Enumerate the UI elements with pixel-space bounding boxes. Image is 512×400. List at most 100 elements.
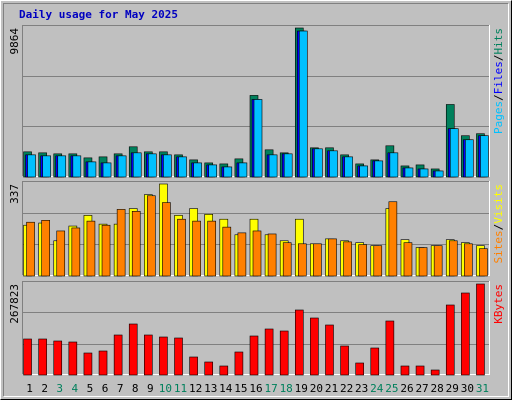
bar (189, 356, 198, 376)
x-tick-label: 7 (117, 382, 124, 395)
x-tick-label: 2 (41, 382, 48, 395)
bar (113, 334, 123, 376)
legend: Pages/Files/Hits (492, 28, 505, 134)
bar (328, 238, 337, 277)
legend-entry: Files (492, 61, 505, 94)
x-tick-label: 23 (355, 382, 368, 395)
x-tick-label: 10 (159, 382, 172, 395)
bar (174, 337, 183, 376)
bar (267, 233, 277, 277)
y-tick-label: 9864 (8, 28, 21, 55)
bar (53, 340, 63, 376)
x-tick-label: 16 (249, 382, 262, 395)
bar (71, 227, 81, 277)
x-tick-label: 6 (102, 382, 109, 395)
x-tick-label: 18 (280, 382, 293, 395)
x-tick-label: 24 (370, 382, 384, 395)
bar (479, 248, 488, 277)
bar (298, 30, 308, 178)
x-tick-label: 3 (56, 382, 63, 395)
bar (162, 202, 171, 277)
x-tick-label: 26 (400, 382, 413, 395)
frame-inner-dark (3, 3, 509, 397)
bar (41, 220, 50, 277)
bar (178, 156, 187, 178)
x-tick-label: 11 (174, 382, 187, 395)
bar (26, 221, 35, 277)
bar (222, 226, 232, 277)
bar (419, 168, 429, 178)
x-tick-label: 4 (72, 382, 79, 395)
bar (283, 153, 293, 178)
legend: Sites/Visits (492, 184, 505, 264)
bar (370, 347, 380, 376)
bar (207, 220, 217, 277)
bar (343, 241, 352, 277)
y-tick-label: 267823 (8, 284, 21, 324)
x-tick-label: 9 (147, 382, 154, 395)
bar (159, 336, 168, 376)
x-tick-label: 19 (295, 382, 308, 395)
bar (249, 335, 259, 376)
bar (294, 309, 304, 376)
panel-shadow (22, 181, 490, 276)
panel-shadow (22, 25, 490, 177)
x-tick-label: 21 (325, 382, 338, 395)
bar (415, 365, 425, 376)
x-tick-label: 15 (234, 382, 247, 395)
bar (388, 201, 398, 277)
bar (252, 230, 262, 277)
bar (344, 156, 353, 178)
bar (38, 338, 47, 376)
x-tick-label: 27 (415, 382, 428, 395)
legend-separator: / (492, 94, 505, 101)
bar (418, 247, 428, 277)
bar (359, 165, 368, 178)
legend-separator: / (492, 224, 505, 231)
bar (68, 341, 78, 376)
x-tick-label: 14 (219, 382, 233, 395)
bar (480, 135, 489, 178)
bar (430, 369, 440, 376)
bar (148, 153, 157, 178)
bar (461, 292, 470, 376)
legend: KBytes (492, 284, 505, 324)
bar (223, 166, 233, 178)
bar (147, 195, 156, 277)
x-tick-label: 28 (431, 382, 444, 395)
bar (268, 154, 278, 178)
bar (340, 345, 349, 376)
bar (279, 330, 289, 376)
bar (358, 244, 367, 277)
x-tick-label: 1 (26, 382, 33, 395)
bar (101, 224, 111, 277)
legend-entry: KBytes (492, 284, 505, 324)
x-tick-label: 30 (461, 382, 474, 395)
bar (403, 242, 413, 277)
legend-entry: Pages (492, 101, 505, 134)
bar (23, 338, 32, 376)
bar (465, 139, 474, 178)
x-tick-label: 8 (132, 382, 139, 395)
bar (389, 152, 399, 178)
bar (373, 245, 383, 277)
bar (325, 324, 334, 376)
bar (219, 365, 229, 376)
bar (131, 210, 141, 277)
bar (448, 240, 458, 277)
bar (434, 170, 444, 178)
bar (374, 160, 384, 178)
bar (102, 162, 112, 178)
bar (144, 334, 153, 376)
bar (42, 155, 51, 178)
bar (476, 283, 485, 376)
bar (310, 317, 319, 376)
x-tick-label: 12 (189, 382, 202, 395)
bar (433, 245, 443, 277)
x-tick-label: 25 (385, 382, 398, 395)
bar (117, 155, 127, 178)
bar (238, 162, 248, 178)
bar (83, 352, 93, 376)
